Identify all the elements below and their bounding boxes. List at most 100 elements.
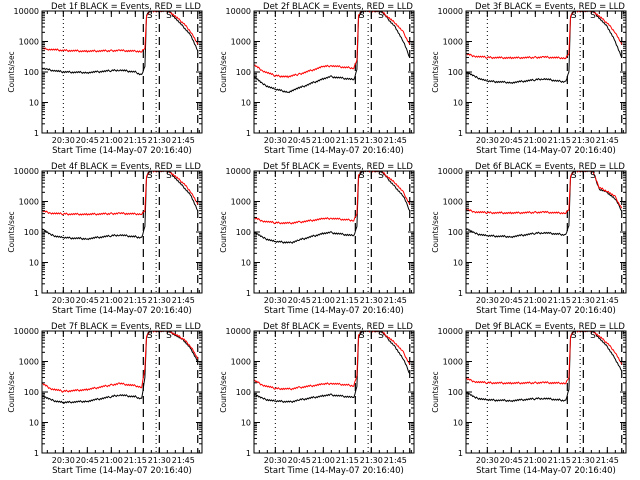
x-tick-label: 21:00 xyxy=(100,456,123,465)
x-tick-label: 21:30 xyxy=(572,296,595,305)
x-tick-label: 21:45 xyxy=(384,456,407,465)
panel-title: Det 8f BLACK = Events, RED = LLD xyxy=(263,322,413,332)
y-tick-label: 100 xyxy=(24,388,39,397)
y-tick-label: 100 xyxy=(448,228,463,237)
x-tick-label: 21:15 xyxy=(124,296,147,305)
plot-frame xyxy=(253,330,415,454)
x-tick-label: 21:45 xyxy=(172,296,195,305)
y-tick-label: 1000 xyxy=(19,38,39,47)
series-events xyxy=(254,171,411,244)
x-tick-label: 20:45 xyxy=(500,456,523,465)
y-tick-label: 1 xyxy=(34,449,39,458)
y-axis-label: Counts/sec xyxy=(7,211,16,252)
annotation-label: S xyxy=(359,331,365,341)
series-events xyxy=(466,11,623,85)
x-tick-label: 21:00 xyxy=(312,456,335,465)
x-tick-label: 21:15 xyxy=(548,296,571,305)
annotation-label: S xyxy=(147,11,153,21)
x-tick-label: 21:15 xyxy=(548,136,571,145)
series-group xyxy=(466,11,623,85)
x-tick-label: 21:00 xyxy=(312,296,335,305)
x-axis-label: Start Time (14-May-07 20:16:40) xyxy=(476,146,616,156)
panel-title: Det 7f BLACK = Events, RED = LLD xyxy=(51,322,201,332)
x-tick-label: 20:45 xyxy=(288,136,311,145)
x-tick-label: 21:45 xyxy=(596,136,619,145)
x-tick-label: 21:45 xyxy=(172,136,195,145)
series-group xyxy=(42,331,199,404)
x-tick-label: 21:15 xyxy=(124,456,147,465)
y-axis-label: Counts/sec xyxy=(431,211,440,252)
y-tick-label: 10000 xyxy=(14,7,39,16)
x-tick-label: 20:30 xyxy=(52,456,75,465)
y-tick-label: 1 xyxy=(458,289,463,298)
series-lld xyxy=(254,11,411,79)
y-tick-label: 10000 xyxy=(226,7,251,16)
y-tick-label: 100 xyxy=(448,388,463,397)
x-axis-label: Start Time (14-May-07 20:16:40) xyxy=(264,146,404,156)
y-axis-label: Counts/sec xyxy=(7,51,16,92)
series-lld xyxy=(42,331,199,393)
x-tick-label: 20:30 xyxy=(52,296,75,305)
series-lld xyxy=(466,11,623,60)
x-tick-label: 21:00 xyxy=(524,296,547,305)
series-lld xyxy=(466,331,623,385)
x-tick-label: 21:15 xyxy=(336,296,359,305)
panel-title: Det 4f BLACK = Events, RED = LLD xyxy=(51,162,201,172)
x-tick-label: 21:00 xyxy=(100,136,123,145)
x-axis-label: Start Time (14-May-07 20:16:40) xyxy=(476,466,616,476)
y-axis-label: Counts/sec xyxy=(431,51,440,92)
y-axis-label: Counts/sec xyxy=(431,371,440,412)
x-axis-label: Start Time (14-May-07 20:16:40) xyxy=(264,466,404,476)
y-tick-label: 1000 xyxy=(443,198,463,207)
x-tick-label: 21:00 xyxy=(524,456,547,465)
plot-frame xyxy=(465,10,627,134)
annotation-label: S xyxy=(378,171,384,181)
panel-title: Det 9f BLACK = Events, RED = LLD xyxy=(475,322,625,332)
y-axis-label: Counts/sec xyxy=(219,211,228,252)
series-lld xyxy=(42,11,199,53)
y-tick-label: 100 xyxy=(448,68,463,77)
y-axis-label: Counts/sec xyxy=(219,371,228,412)
series-events xyxy=(466,331,623,403)
y-tick-label: 10000 xyxy=(14,167,39,176)
y-tick-label: 100 xyxy=(236,228,251,237)
y-tick-label: 1 xyxy=(458,129,463,138)
y-tick-label: 100 xyxy=(24,68,39,77)
y-tick-label: 1 xyxy=(458,449,463,458)
series-group xyxy=(466,331,623,403)
annotation-label: S xyxy=(571,171,577,181)
x-tick-label: 20:30 xyxy=(52,136,75,145)
x-tick-label: 21:15 xyxy=(124,136,147,145)
x-tick-label: 20:30 xyxy=(264,296,287,305)
y-tick-label: 1000 xyxy=(231,358,251,367)
plot-frame xyxy=(253,10,415,134)
y-tick-label: 1 xyxy=(246,129,251,138)
y-tick-label: 10 xyxy=(453,259,463,268)
series-lld xyxy=(254,331,411,391)
series-group xyxy=(254,11,411,94)
series-group xyxy=(254,331,411,404)
y-tick-label: 1 xyxy=(34,129,39,138)
x-tick-label: 21:15 xyxy=(336,136,359,145)
annotation-label: S xyxy=(590,331,596,341)
x-tick-label: 20:45 xyxy=(288,296,311,305)
annotation-label: S xyxy=(571,11,577,21)
series-events xyxy=(466,171,623,239)
x-tick-label: 20:45 xyxy=(500,136,523,145)
y-tick-label: 10 xyxy=(453,99,463,108)
plot-frame xyxy=(41,330,203,454)
y-tick-label: 1000 xyxy=(19,358,39,367)
y-tick-label: 10 xyxy=(29,419,39,428)
x-tick-label: 21:30 xyxy=(360,456,383,465)
panel-title: Det 1f BLACK = Events, RED = LLD xyxy=(51,2,201,12)
series-group xyxy=(42,11,199,76)
series-group xyxy=(42,171,199,241)
x-tick-label: 21:00 xyxy=(312,136,335,145)
x-tick-label: 20:30 xyxy=(476,296,499,305)
annotation-label: S xyxy=(166,171,172,181)
